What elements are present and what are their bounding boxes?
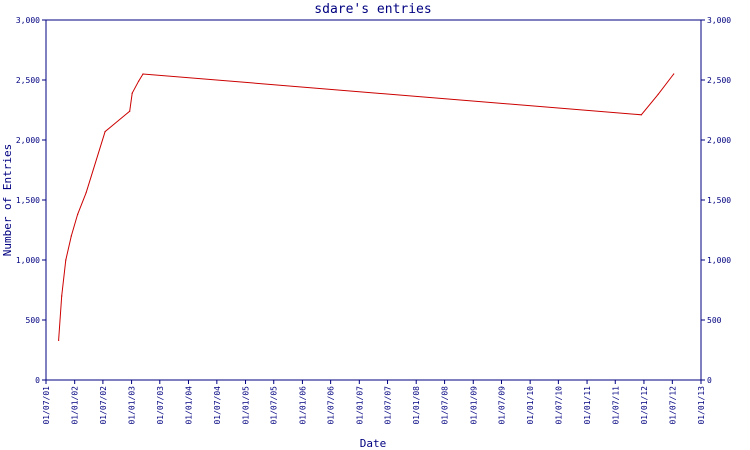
x-tick-label: 01/07/04 <box>213 386 222 425</box>
data-point <box>77 213 79 215</box>
y-tick-label-right: 500 <box>707 316 722 325</box>
y-tick-label-left: 1,000 <box>16 256 40 265</box>
y-tick-label-left: 0 <box>35 376 40 385</box>
x-tick-label: 01/07/12 <box>668 386 677 425</box>
x-tick-label: 01/01/05 <box>242 386 251 425</box>
x-tick-label: 01/07/11 <box>611 386 620 425</box>
y-axis-left: 0 500 1,000 1,500 2,000 2,500 3,000 <box>16 16 46 385</box>
data-point <box>58 339 60 341</box>
x-tick-label: 01/01/09 <box>469 386 478 425</box>
x-tick-label: 01/01/04 <box>184 386 193 425</box>
x-axis-label: Date <box>360 437 387 450</box>
y-axis-right: 0 500 1,000 1,500 2,000 2,500 3,000 <box>701 16 731 385</box>
x-tick-label: 01/01/10 <box>526 386 535 425</box>
x-tick-label: 01/01/11 <box>583 386 592 425</box>
y-axis-label: Number of Entries <box>1 144 14 257</box>
x-tick-label: 01/07/07 <box>384 386 393 425</box>
x-tick-label: 01/01/13 <box>697 386 706 425</box>
y-tick-label-left: 1,500 <box>16 196 40 205</box>
x-tick-label: 01/01/12 <box>640 386 649 425</box>
x-tick-label: 01/07/03 <box>156 386 165 425</box>
data-point <box>673 73 675 75</box>
x-tick-label: 01/07/09 <box>497 386 506 425</box>
y-tick-label-left: 3,000 <box>16 16 40 25</box>
data-point <box>70 235 72 237</box>
x-tick-label: 01/07/05 <box>270 386 279 425</box>
x-tick-label: 01/01/02 <box>71 386 80 425</box>
data-point <box>137 80 140 82</box>
y-tick-label-right: 1,500 <box>707 196 731 205</box>
data-point <box>61 295 63 297</box>
x-axis: 01/07/01 01/01/02 01/07/02 01/01/03 01/07/03… <box>42 380 706 425</box>
y-tick-label-right: 2,000 <box>707 136 731 145</box>
x-tick-label: 01/01/06 <box>298 386 307 425</box>
x-tick-label: 01/07/02 <box>99 386 108 425</box>
x-tick-label: 01/01/03 <box>128 386 137 425</box>
x-tick-label: 01/07/06 <box>327 386 336 425</box>
x-tick-label: 01/07/10 <box>554 386 563 425</box>
data-point <box>65 259 67 261</box>
x-tick-label: 01/07/01 <box>42 386 51 425</box>
x-tick-label: 01/01/08 <box>412 386 421 425</box>
y-tick-label-left: 2,500 <box>16 76 40 85</box>
y-tick-label-right: 0 <box>707 376 712 385</box>
y-tick-label-left: 2,000 <box>16 136 40 145</box>
y-tick-label-left: 500 <box>26 316 41 325</box>
x-tick-label: 01/01/07 <box>355 386 364 425</box>
x-tick-label: 01/07/08 <box>441 386 450 425</box>
data-point <box>657 93 659 95</box>
series-layer <box>58 73 675 341</box>
data-point <box>85 192 87 194</box>
y-tick-label-right: 3,000 <box>707 16 731 25</box>
chart-title: sdare's entries <box>314 2 431 17</box>
y-tick-label-right: 1,000 <box>707 256 731 265</box>
data-point <box>129 110 131 112</box>
y-tick-label-right: 2,500 <box>707 76 731 85</box>
data-point <box>142 73 144 75</box>
series-line <box>58 73 675 341</box>
data-point <box>104 131 106 133</box>
data-point <box>131 92 133 94</box>
data-point <box>640 114 642 116</box>
